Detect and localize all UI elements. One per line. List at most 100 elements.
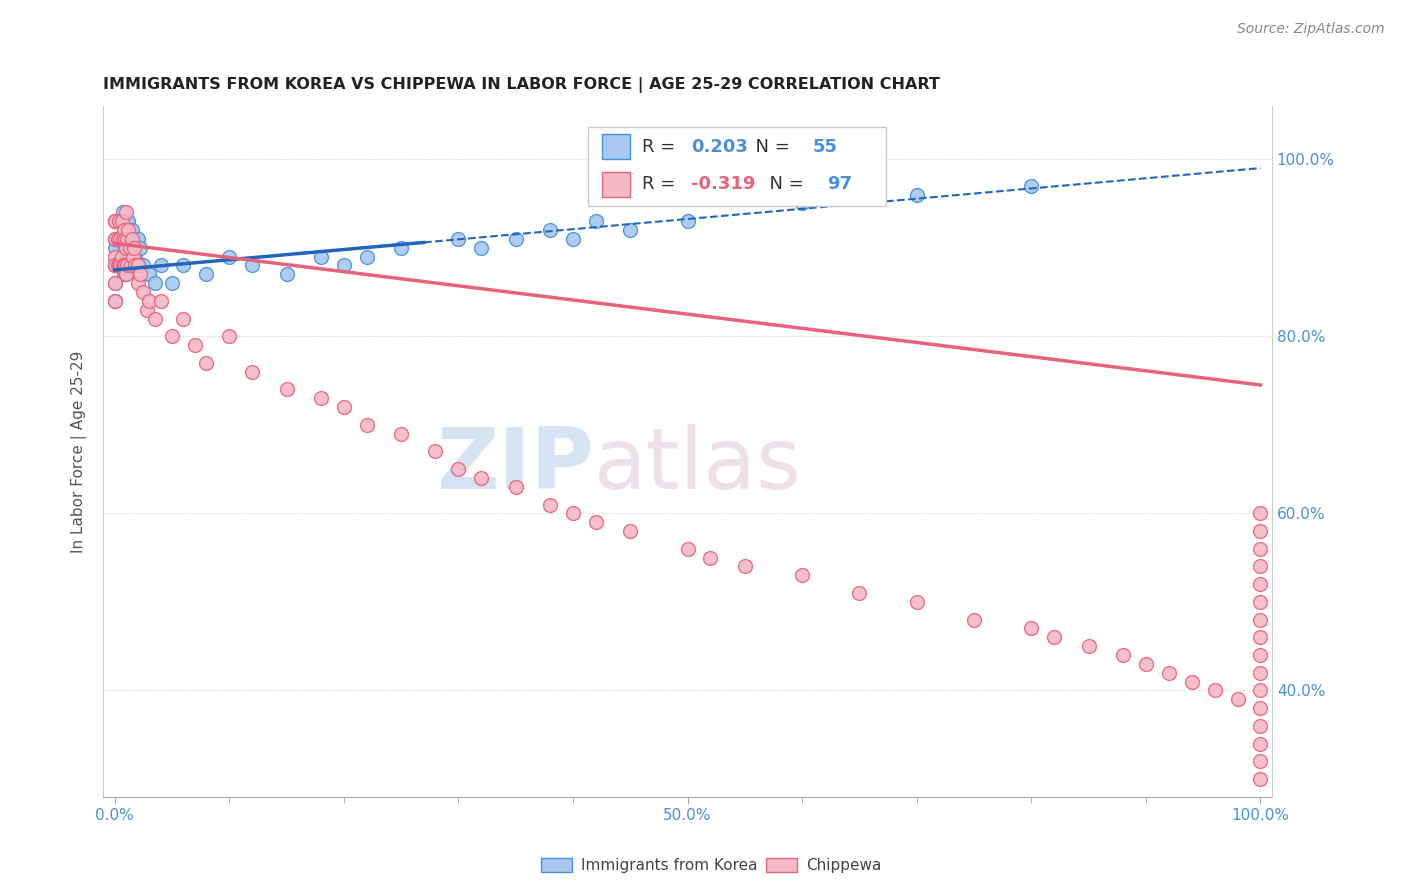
Point bbox=[122, 241, 145, 255]
Point bbox=[128, 241, 150, 255]
Point bbox=[149, 293, 172, 308]
Point bbox=[218, 329, 240, 343]
Point bbox=[104, 276, 127, 290]
Point bbox=[104, 259, 127, 273]
Point bbox=[117, 259, 139, 273]
Point bbox=[1157, 665, 1180, 680]
Point bbox=[115, 250, 138, 264]
Point bbox=[309, 250, 332, 264]
Point bbox=[104, 293, 127, 308]
Point bbox=[108, 214, 131, 228]
Point bbox=[356, 250, 378, 264]
Point bbox=[117, 232, 139, 246]
Point bbox=[538, 498, 561, 512]
Point bbox=[128, 268, 150, 282]
Point bbox=[104, 250, 127, 264]
Point bbox=[734, 559, 756, 574]
Point bbox=[389, 426, 412, 441]
Point bbox=[699, 550, 721, 565]
Text: N =: N = bbox=[758, 175, 810, 194]
Point bbox=[1204, 683, 1226, 698]
FancyBboxPatch shape bbox=[588, 127, 886, 206]
Point bbox=[118, 232, 141, 246]
Point bbox=[470, 241, 492, 255]
Point bbox=[115, 268, 138, 282]
Point bbox=[115, 241, 138, 255]
Text: 0.203: 0.203 bbox=[692, 138, 748, 156]
Point bbox=[138, 268, 160, 282]
Point bbox=[792, 568, 814, 582]
Point bbox=[447, 462, 470, 476]
Point bbox=[124, 250, 146, 264]
Text: -0.319: -0.319 bbox=[692, 175, 755, 194]
Point bbox=[1249, 701, 1271, 715]
Point bbox=[1249, 737, 1271, 751]
Point bbox=[111, 232, 134, 246]
Y-axis label: In Labor Force | Age 25-29: In Labor Force | Age 25-29 bbox=[72, 351, 87, 552]
Point bbox=[447, 232, 470, 246]
Point bbox=[135, 302, 157, 317]
Point bbox=[138, 293, 160, 308]
Point bbox=[470, 471, 492, 485]
Point bbox=[132, 285, 155, 299]
Text: R =: R = bbox=[643, 138, 681, 156]
Point bbox=[112, 223, 135, 237]
Text: Immigrants from Korea: Immigrants from Korea bbox=[581, 858, 758, 872]
Point bbox=[115, 268, 138, 282]
Point bbox=[160, 276, 183, 290]
Point bbox=[111, 259, 134, 273]
Point bbox=[112, 259, 135, 273]
Point bbox=[127, 232, 149, 246]
Point bbox=[124, 259, 146, 273]
Point bbox=[333, 400, 356, 414]
Point bbox=[110, 250, 132, 264]
Point bbox=[1226, 692, 1249, 706]
Point bbox=[120, 259, 142, 273]
Point bbox=[117, 214, 139, 228]
Point bbox=[240, 365, 263, 379]
Point bbox=[848, 586, 870, 600]
Point bbox=[585, 515, 607, 529]
Point bbox=[118, 241, 141, 255]
Point bbox=[132, 259, 155, 273]
Point bbox=[1249, 630, 1271, 644]
Point bbox=[425, 444, 447, 458]
Point bbox=[195, 356, 218, 370]
Point bbox=[112, 268, 135, 282]
Text: 97: 97 bbox=[827, 175, 852, 194]
Point bbox=[505, 232, 527, 246]
Point bbox=[676, 214, 699, 228]
Point bbox=[120, 259, 142, 273]
Point bbox=[195, 268, 218, 282]
Point bbox=[122, 250, 145, 264]
Point bbox=[104, 276, 127, 290]
Point bbox=[1249, 613, 1271, 627]
Point bbox=[963, 613, 986, 627]
Point bbox=[356, 417, 378, 432]
Point bbox=[104, 232, 127, 246]
Point bbox=[110, 259, 132, 273]
Point bbox=[1249, 541, 1271, 556]
Point bbox=[1249, 507, 1271, 521]
Point bbox=[111, 259, 134, 273]
Point bbox=[619, 223, 641, 237]
Point bbox=[110, 250, 132, 264]
Point bbox=[172, 259, 194, 273]
Point bbox=[115, 214, 138, 228]
Point bbox=[218, 250, 240, 264]
Point bbox=[184, 338, 207, 352]
Point bbox=[1249, 665, 1271, 680]
Point bbox=[333, 259, 356, 273]
Point bbox=[1249, 559, 1271, 574]
Point bbox=[107, 259, 129, 273]
Point bbox=[676, 541, 699, 556]
Point bbox=[1112, 648, 1135, 662]
Point bbox=[1181, 674, 1204, 689]
Text: IMMIGRANTS FROM KOREA VS CHIPPEWA IN LABOR FORCE | AGE 25-29 CORRELATION CHART: IMMIGRANTS FROM KOREA VS CHIPPEWA IN LAB… bbox=[103, 78, 941, 94]
Point bbox=[905, 187, 928, 202]
Point bbox=[160, 329, 183, 343]
Point bbox=[172, 311, 194, 326]
Point bbox=[104, 259, 127, 273]
Point bbox=[276, 268, 298, 282]
Point bbox=[122, 241, 145, 255]
